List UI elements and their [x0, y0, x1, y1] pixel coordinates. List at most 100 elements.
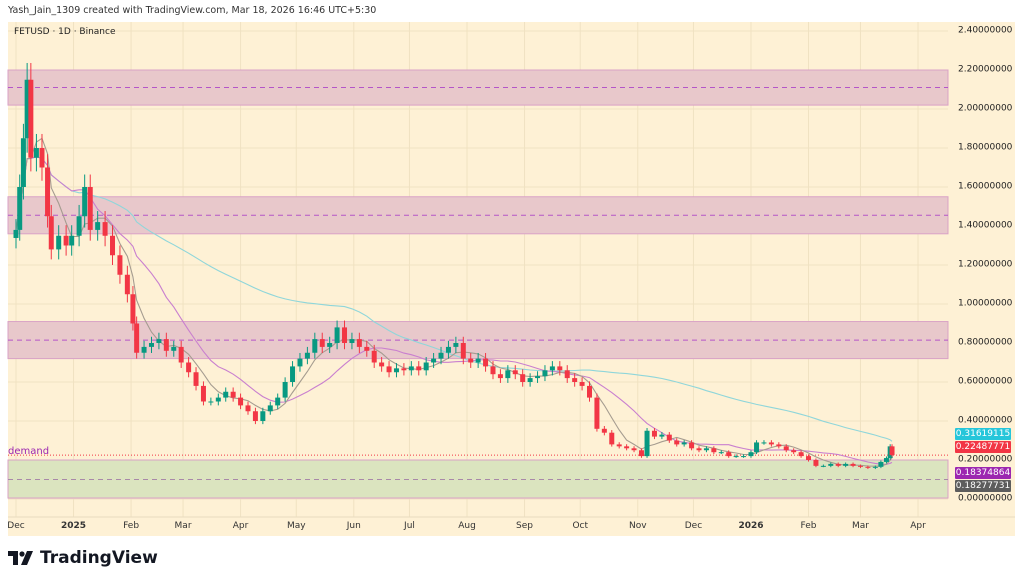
candle-up — [148, 343, 154, 347]
y-tick-label: 0.40000000 — [958, 415, 1013, 426]
candle-up — [275, 397, 281, 406]
x-tick-label: Feb — [800, 521, 817, 531]
x-tick-label: 2026 — [738, 521, 764, 531]
ma-mid-price-tag: 0.18374864 — [955, 467, 1011, 479]
candle-down — [87, 187, 93, 230]
candle-down — [776, 444, 782, 447]
candle-up — [290, 366, 296, 382]
candle-up — [17, 187, 23, 230]
candle-down — [497, 374, 503, 379]
candle-up — [327, 343, 333, 347]
candle-up — [297, 358, 303, 367]
candle-down — [371, 350, 377, 363]
candle-up — [208, 401, 214, 403]
candle-down — [865, 466, 871, 468]
candle-down — [813, 460, 819, 466]
candle-down — [850, 463, 856, 466]
candle-down — [468, 358, 474, 363]
y-tick-label: 0.80000000 — [958, 337, 1013, 348]
candle-down — [230, 391, 236, 398]
candle-down — [401, 368, 407, 371]
candle-down — [768, 442, 774, 445]
candle-down — [609, 432, 615, 445]
candle-up — [82, 187, 88, 217]
candle-up — [754, 442, 760, 453]
ma-mid-line — [15, 156, 893, 465]
candle-down — [798, 452, 804, 457]
candle-up — [282, 382, 288, 398]
candle-down — [572, 378, 578, 382]
candle-down — [726, 452, 732, 457]
candle-down — [651, 430, 657, 437]
candle-down — [178, 346, 184, 363]
candle-up — [748, 452, 754, 457]
x-tick-label: Dec — [684, 521, 703, 531]
candle-down — [689, 442, 695, 449]
candle-up — [644, 430, 650, 457]
candle-down — [460, 343, 466, 359]
candle-down — [594, 397, 600, 429]
candle-down — [696, 448, 702, 451]
candle-down — [783, 446, 789, 451]
candle-up — [215, 397, 221, 402]
candle-up — [393, 368, 399, 373]
candle-up — [718, 452, 724, 454]
x-tick-label: Jul — [404, 521, 415, 531]
candle-down — [666, 434, 672, 441]
candle-up — [453, 343, 459, 347]
candle-up — [156, 339, 162, 343]
x-tick-label: Nov — [628, 521, 647, 531]
candle-down — [512, 370, 518, 375]
x-tick-label: Sep — [516, 521, 534, 531]
candle-up — [445, 346, 451, 353]
candle-down — [564, 370, 570, 379]
candle-down — [557, 366, 563, 371]
y-tick-label: 1.40000000 — [958, 220, 1013, 231]
x-tick-label: Aug — [458, 521, 476, 531]
candle-up — [56, 235, 62, 250]
demand-zone-label: demand — [8, 446, 50, 457]
x-tick-label: May — [286, 521, 306, 531]
candle-down — [379, 362, 385, 367]
candle-down — [889, 446, 895, 456]
candle-up — [423, 362, 429, 371]
x-tick-label: Oct — [572, 521, 588, 531]
candle-down — [200, 385, 206, 402]
candle-up — [542, 370, 548, 377]
tradingview-logo-icon — [8, 551, 33, 565]
y-tick-label: 0.60000000 — [958, 376, 1013, 387]
candle-down — [238, 397, 244, 406]
x-tick-label: Mar — [851, 521, 869, 531]
candle-up — [505, 370, 511, 379]
candle-up — [76, 216, 82, 236]
candle-down — [163, 339, 169, 351]
x-tick-label: Feb — [123, 521, 140, 531]
candle-up — [431, 358, 437, 363]
candle-down — [416, 366, 422, 371]
candle-up — [24, 79, 30, 139]
candle-up — [761, 442, 767, 444]
candle-down — [520, 374, 526, 382]
y-tick-label: 2.40000000 — [958, 25, 1013, 36]
ma-long-line — [15, 156, 893, 442]
candle-down — [252, 411, 258, 421]
candle-up — [733, 456, 739, 458]
candle-up — [20, 138, 26, 187]
chart-background — [8, 22, 1015, 536]
candle-down — [835, 463, 841, 466]
candle-up — [267, 405, 273, 412]
tradingview-logo[interactable]: TradingView — [8, 548, 158, 568]
candle-down — [601, 428, 607, 433]
candle-up — [878, 461, 884, 467]
candle-up — [659, 434, 665, 437]
y-tick-label: 0.20000000 — [958, 454, 1013, 465]
candle-up — [349, 339, 355, 343]
candle-down — [638, 450, 644, 457]
candle-down — [791, 450, 797, 453]
candle-down — [130, 294, 136, 324]
candle-up — [703, 448, 709, 451]
candle-down — [483, 358, 489, 367]
candle-down — [579, 382, 585, 386]
x-tick-label: Dec — [7, 521, 25, 531]
